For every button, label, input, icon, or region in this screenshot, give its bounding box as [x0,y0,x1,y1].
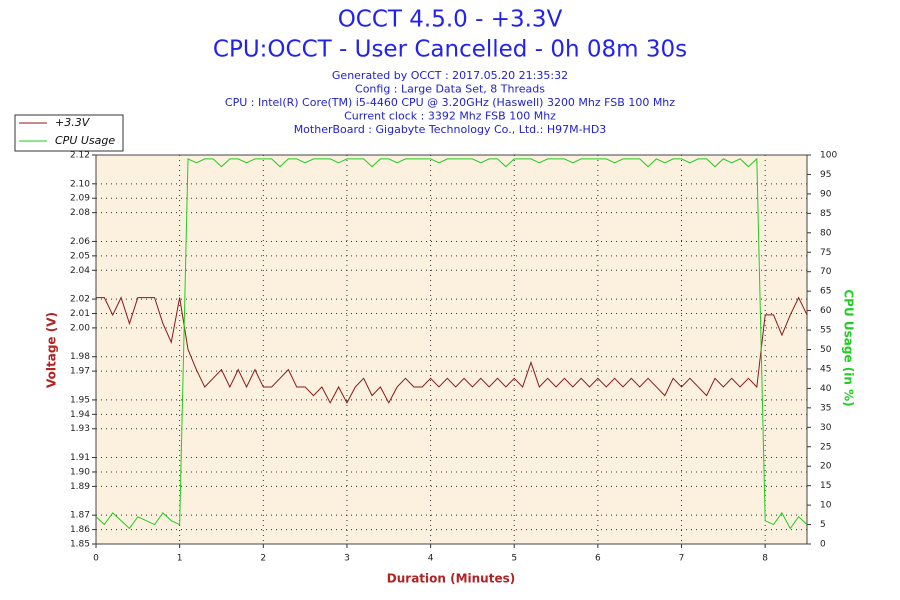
y-tick-label: 2.08 [70,208,90,218]
y2-tick-label: 100 [820,151,837,161]
y-tick-label: 1.91 [70,453,90,463]
info-line: Generated by OCCT : 2017.05.20 21:35:32 [332,69,568,82]
x-tick-label: 8 [762,554,768,564]
y2-tick-label: 30 [820,423,832,433]
x-axis-label: Duration (Minutes) [387,572,515,586]
y-tick-label: 1.87 [70,511,90,521]
chart-subtitle: CPU:OCCT - User Cancelled - 0h 08m 30s [213,37,687,63]
y-tick-label: 1.89 [70,482,90,492]
plot-area [96,155,807,544]
y-tick-label: 2.12 [70,151,90,161]
series-line [96,296,808,404]
y2-tick-label: 25 [820,442,831,452]
x-tick-label: 3 [344,554,350,564]
y-tick-label: 2.00 [70,323,90,333]
x-tick-label: 6 [595,554,601,564]
y2-tick-label: 40 [820,384,832,394]
y2-tick-label: 5 [820,520,826,530]
y-tick-label: 2.02 [70,295,90,305]
y2-tick-label: 65 [820,287,831,297]
y-tick-label: 1.94 [70,410,90,420]
y2-tick-label: 75 [820,248,831,258]
y2-tick-label: 90 [820,189,832,199]
y-tick-label: 2.01 [70,309,90,319]
series-line [95,157,808,530]
y2-tick-label: 0 [820,540,826,550]
y-tick-label: 2.09 [70,194,90,204]
legend-box [14,114,124,152]
y-tick-label: 1.86 [70,525,90,535]
y-tick-label: 2.06 [70,237,90,247]
legend-label: +3.3V [55,116,91,129]
y-tick-label: 1.97 [70,367,90,377]
x-tick-label: 7 [679,554,685,564]
y2-axis-label: CPU Usage (in %) [842,289,856,406]
y-tick-label: 1.98 [70,352,90,362]
y2-tick-label: 80 [820,228,832,238]
y-tick-label: 1.85 [70,540,90,550]
y-axis-label: Voltage (V) [45,312,59,388]
info-line: Config : Large Data Set, 8 Threads [355,83,545,96]
y2-tick-label: 50 [820,345,832,355]
y-tick-label: 1.90 [70,467,90,477]
y2-tick-label: 10 [820,501,832,511]
y-tick-label: 2.05 [70,251,90,261]
chart-title: OCCT 4.5.0 - +3.3V [338,7,563,33]
y2-tick-label: 70 [820,267,832,277]
legend-label: CPU Usage [55,134,115,147]
info-line: CPU : Intel(R) Core(TM) i5-4460 CPU @ 3.… [225,96,675,109]
info-line: MotherBoard : Gigabyte Technology Co., L… [294,123,607,136]
y2-tick-label: 95 [820,170,831,180]
y2-tick-label: 20 [820,462,832,472]
y-tick-label: 1.95 [70,395,90,405]
x-tick-label: 1 [177,554,183,564]
y2-tick-label: 85 [820,209,831,219]
x-tick-label: 5 [511,554,517,564]
y2-tick-label: 45 [820,364,831,374]
info-line: Current clock : 3392 Mhz FSB 100 Mhz [344,110,556,123]
x-tick-label: 0 [93,554,99,564]
x-tick-label: 4 [428,554,434,564]
y-tick-label: 1.93 [70,424,90,434]
y2-tick-label: 35 [820,403,831,413]
y2-tick-label: 55 [820,326,831,336]
y2-tick-label: 15 [820,481,831,491]
plot-border [95,154,808,545]
x-tick-label: 2 [260,554,266,564]
y-tick-label: 2.04 [70,266,90,276]
y2-tick-label: 60 [820,306,832,316]
y-tick-label: 2.10 [70,179,90,189]
